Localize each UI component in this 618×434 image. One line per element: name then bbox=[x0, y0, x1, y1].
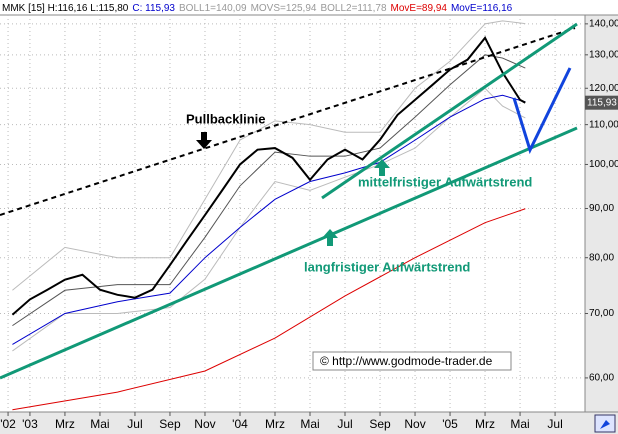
forecast-arrow bbox=[512, 67, 572, 155]
y-tick-label: 140,00 bbox=[589, 19, 618, 30]
x-tick-label: Sep bbox=[159, 417, 181, 431]
x-tick-label: Jul bbox=[337, 417, 352, 431]
long-trend-line bbox=[0, 126, 578, 380]
header-item: BOLL2=111,78 bbox=[320, 3, 387, 14]
series-line bbox=[12, 20, 526, 291]
copyright-box bbox=[312, 351, 512, 371]
x-tick-label: Mrz bbox=[55, 417, 75, 431]
y-tick-label: 130,00 bbox=[589, 49, 618, 60]
pullback-line bbox=[0, 27, 576, 216]
x-tick-label: Nov bbox=[404, 417, 425, 431]
annotation: Pullbacklinie bbox=[186, 111, 265, 126]
y-tick-label: 100,00 bbox=[589, 159, 618, 170]
x-tick-label: Jul bbox=[547, 417, 562, 431]
y-tick-label: 120,00 bbox=[589, 83, 618, 94]
x-tick-label: Mai bbox=[300, 417, 319, 431]
x-tick-label: Mrz bbox=[265, 417, 285, 431]
y-tick-label: 80,00 bbox=[589, 252, 614, 263]
x-tick-label: Mai bbox=[90, 417, 109, 431]
x-tick-label: Jul bbox=[127, 417, 142, 431]
header-item: MovE=116,16 bbox=[451, 3, 513, 14]
header: MMK [15] H:116,16 L:115,80 C: 115,93 BOLL1… bbox=[2, 3, 513, 14]
y-tick-label: 90,00 bbox=[589, 203, 614, 214]
x-tick-label: '02 bbox=[0, 417, 16, 431]
x-tick-label: '05 bbox=[442, 417, 458, 431]
tool-icon-glyph bbox=[600, 420, 610, 429]
x-tick-label: Mai bbox=[510, 417, 529, 431]
x-tick-label: Mrz bbox=[475, 417, 495, 431]
mid-trend-line bbox=[321, 22, 578, 200]
annotation: langfristiger Aufwärtstrend bbox=[304, 259, 470, 274]
y-tick-label: 60,00 bbox=[589, 373, 614, 384]
up-arrow bbox=[322, 229, 338, 246]
x-tick-label: '04 bbox=[232, 417, 248, 431]
header-item: BOLL1=140,09 bbox=[179, 3, 247, 14]
last-price-box bbox=[585, 95, 618, 110]
header-item: C: 115,93 bbox=[132, 3, 175, 14]
x-tick-label: Sep bbox=[369, 417, 391, 431]
y-axis-panel bbox=[585, 15, 618, 412]
copyright: © http://www.godmode-trader.de bbox=[320, 354, 493, 368]
series-line bbox=[12, 54, 526, 327]
series-line bbox=[12, 87, 526, 352]
series-line bbox=[12, 94, 526, 345]
grid bbox=[0, 15, 585, 412]
series-line bbox=[12, 208, 526, 411]
annotation: mittelfristiger Aufwärtstrend bbox=[358, 174, 532, 189]
header-item: MOVS=125,94 bbox=[251, 3, 317, 14]
y-tick-label: 70,00 bbox=[589, 308, 614, 319]
header-item: MMK [15] H:116,16 L:115,80 bbox=[2, 3, 129, 14]
up-arrow bbox=[374, 159, 390, 176]
header-item: MovE=89,94 bbox=[391, 3, 448, 14]
x-tick-label: '03 bbox=[22, 417, 38, 431]
y-tick-label: 110,00 bbox=[589, 119, 618, 130]
x-axis-panel bbox=[0, 412, 618, 434]
x-tick-label: Nov bbox=[194, 417, 215, 431]
trendlines bbox=[0, 22, 578, 380]
last-price-label: 115,93 bbox=[587, 97, 617, 108]
down-arrow bbox=[196, 132, 212, 149]
